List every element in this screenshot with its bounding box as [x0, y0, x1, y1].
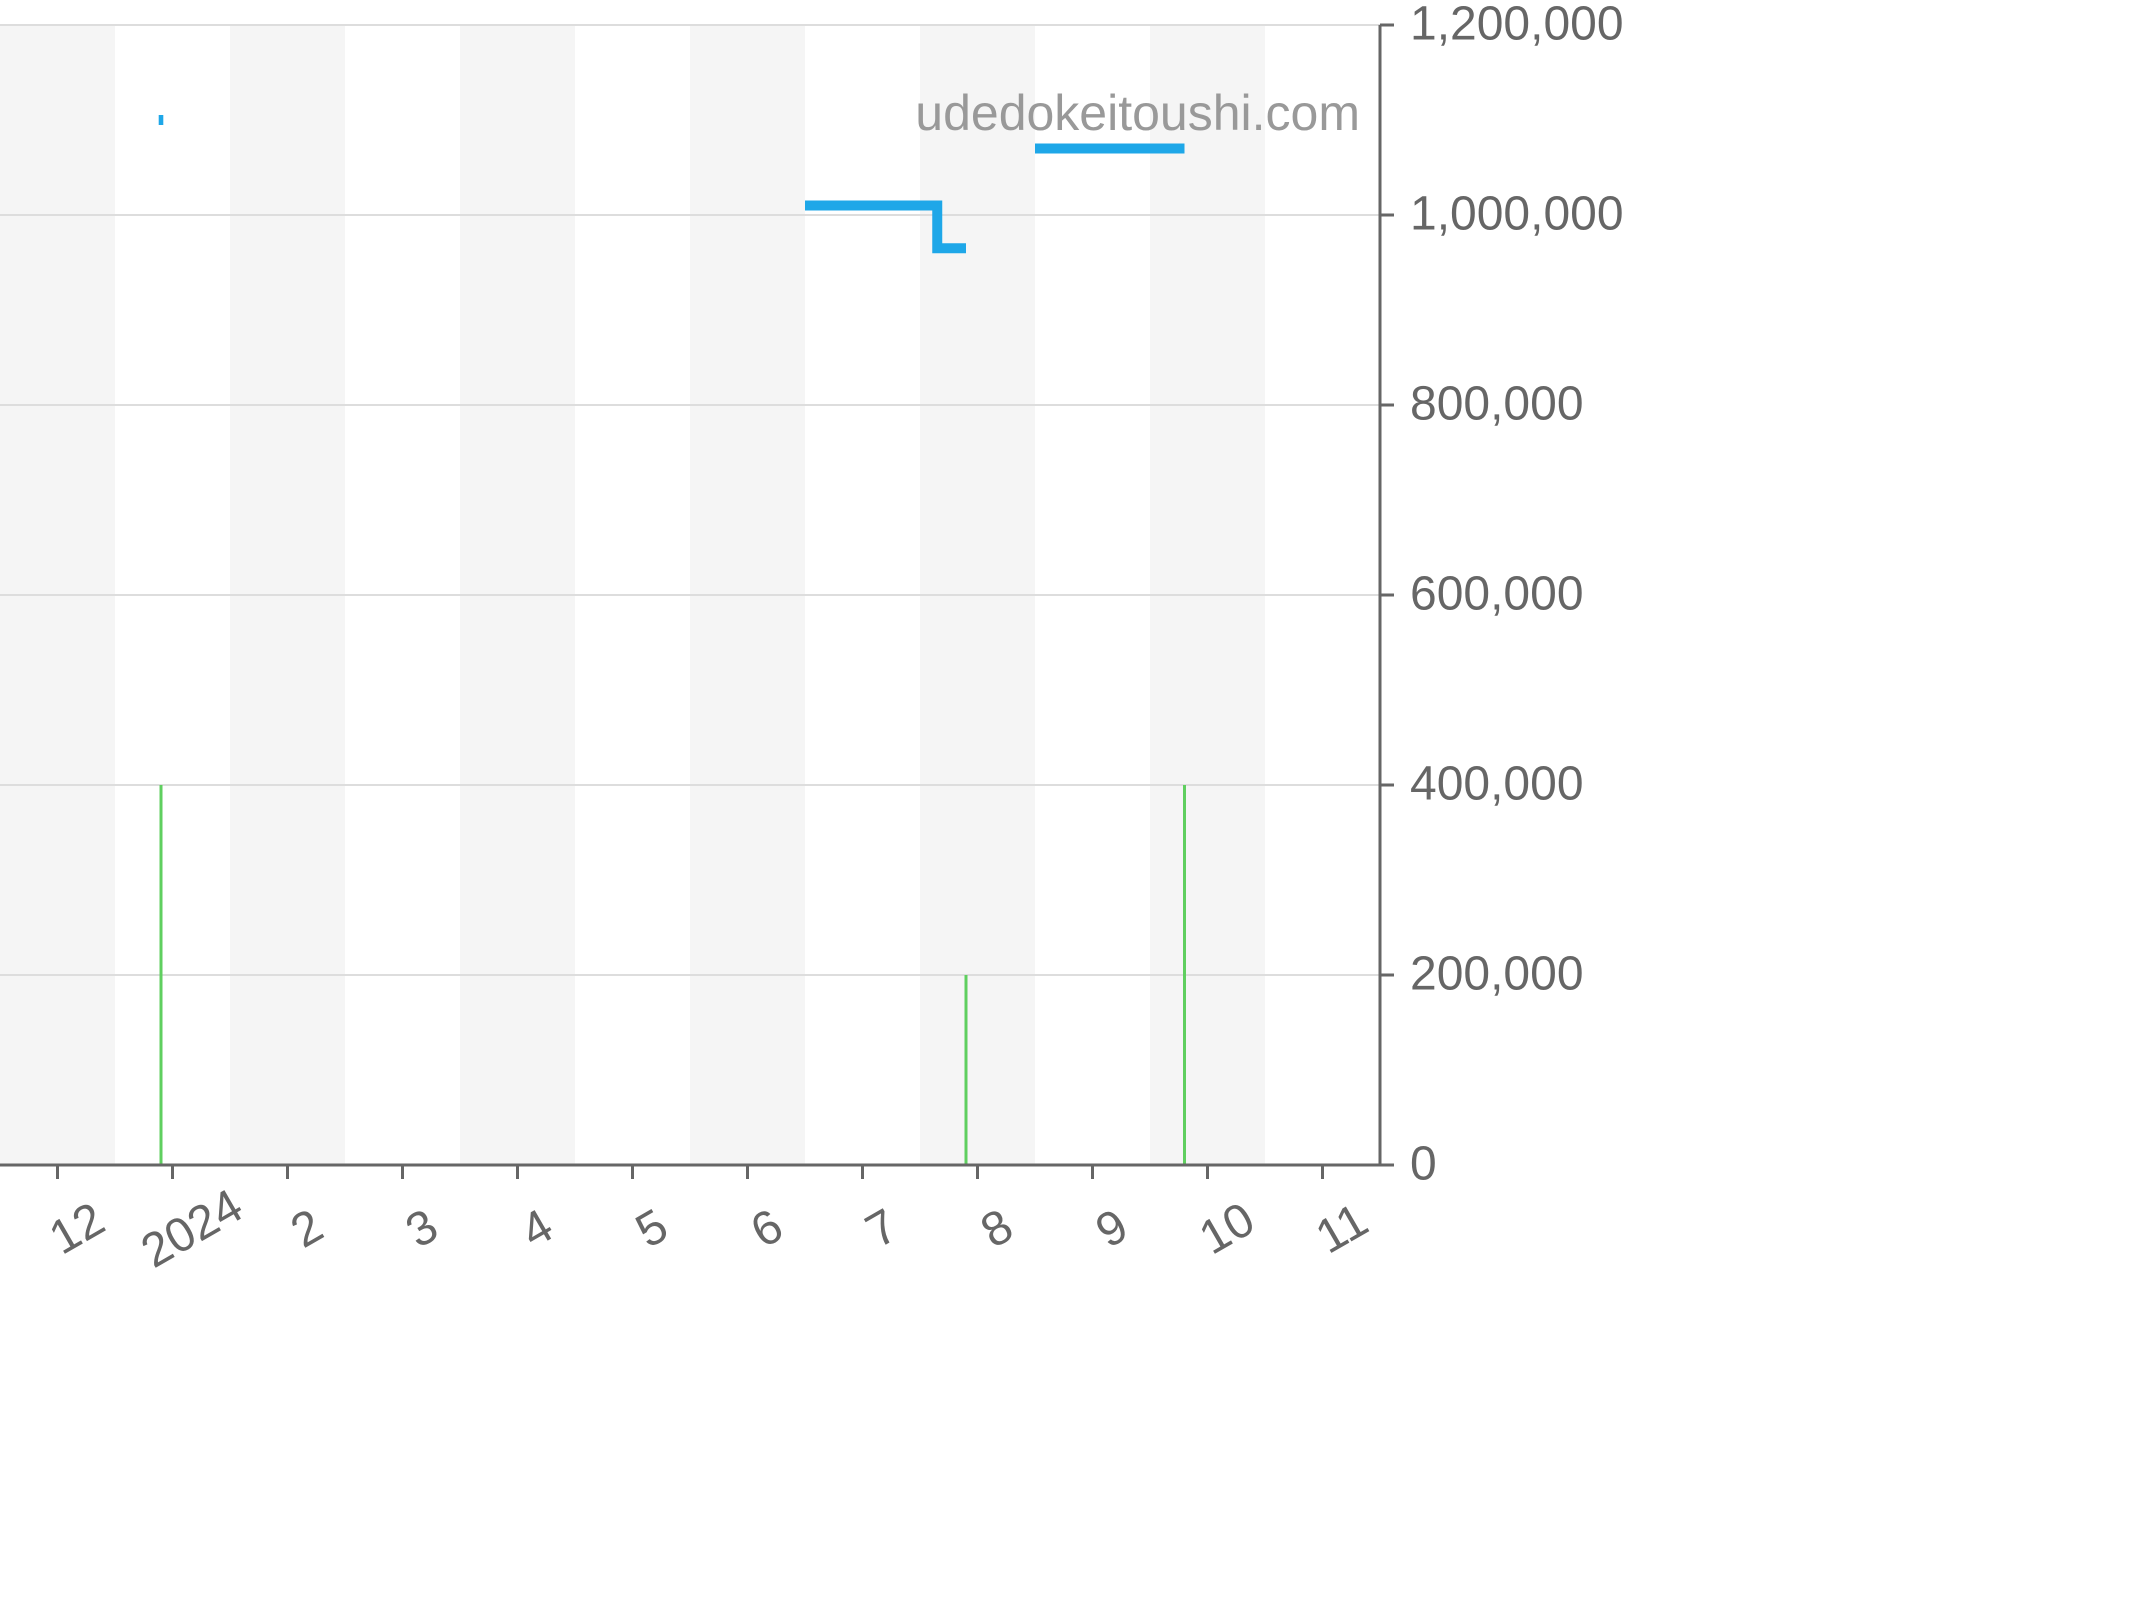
x-tick-label: 6: [742, 1199, 792, 1258]
chart-svg: 0 200,000 400,000 600,000 800,000 1,000,000 1,…: [0, 0, 2144, 1600]
x-tick-label: 10: [1191, 1193, 1264, 1266]
y-tick-label: 200,000: [1410, 948, 1584, 1001]
price-line: [805, 206, 966, 249]
x-tick-label: 9: [1087, 1199, 1137, 1258]
x-tick-label: 5: [627, 1199, 677, 1258]
x-tick-label: 7: [857, 1199, 907, 1258]
y-tick-label: 400,000: [1410, 758, 1584, 811]
y-tick-label: 0: [1410, 1138, 1437, 1191]
y-tick-label: 600,000: [1410, 568, 1584, 621]
x-tick-label: 2024: [133, 1179, 252, 1278]
y-tick-label: 1,000,000: [1410, 188, 1624, 241]
x-tick-label: 11: [1307, 1193, 1377, 1264]
watermark: udedokeitoushi.com: [915, 85, 1360, 141]
x-tick-label: 12: [41, 1193, 114, 1266]
x-tick-label: 2: [282, 1199, 332, 1258]
x-tick-label: 3: [397, 1199, 447, 1258]
y-tick-label: 1,200,000: [1410, 0, 1624, 51]
x-tick-label: 8: [972, 1199, 1022, 1258]
y-tick-label: 800,000: [1410, 378, 1584, 431]
price-chart: 0 200,000 400,000 600,000 800,000 1,000,000 1,…: [0, 0, 2144, 1600]
x-tick-label: 4: [512, 1199, 562, 1258]
